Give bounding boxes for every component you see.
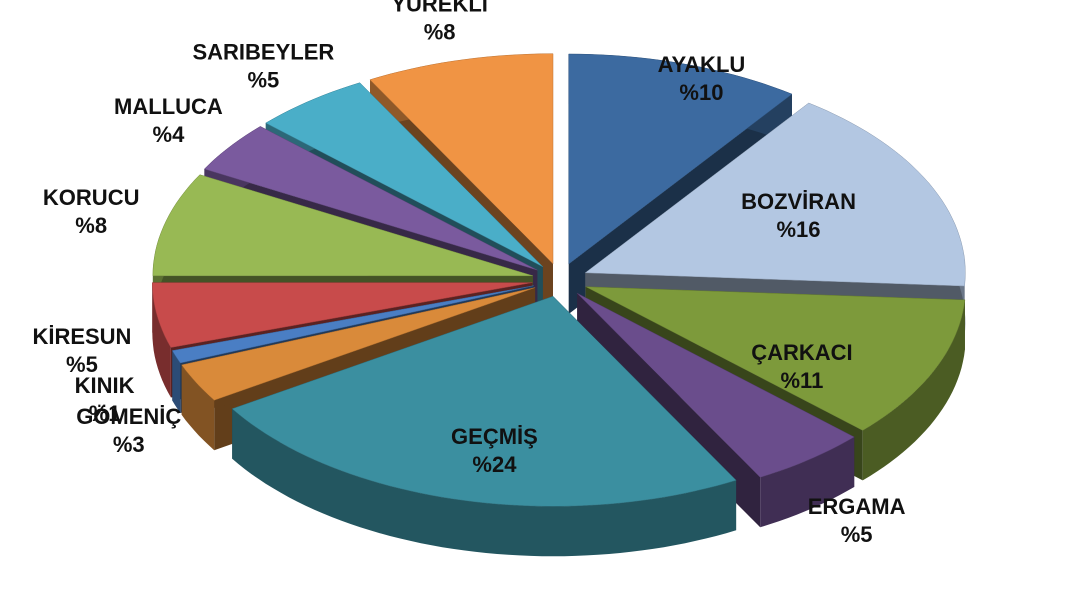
slice-top bbox=[152, 174, 533, 277]
slice-value-label: %10 bbox=[679, 80, 723, 105]
slice-label: SARIBEYLER bbox=[192, 39, 334, 64]
slice-value-label: %24 bbox=[472, 452, 517, 477]
slice-top bbox=[152, 282, 533, 348]
slice-top bbox=[585, 286, 966, 431]
slice-label: BOZVİRAN bbox=[741, 189, 856, 214]
slice-value-label: %8 bbox=[424, 19, 456, 44]
slice-top bbox=[568, 53, 793, 265]
slice-side bbox=[181, 287, 536, 415]
slice-top bbox=[584, 102, 966, 287]
slice-label: YÜREKLİ bbox=[391, 0, 488, 16]
slice bbox=[231, 296, 737, 557]
slice-value-label: %3 bbox=[113, 432, 145, 457]
slice-label: MALLUCA bbox=[114, 94, 223, 119]
slice-wall bbox=[232, 408, 737, 557]
slice-label: ÇARKACI bbox=[751, 340, 852, 365]
slice-label: KORUCU bbox=[43, 185, 140, 210]
slice-value-label: %11 bbox=[781, 368, 824, 393]
slice-top bbox=[231, 296, 737, 507]
slice-value-label: %5 bbox=[66, 352, 98, 377]
slice-wall bbox=[172, 350, 181, 413]
slice-label: AYAKLU bbox=[658, 52, 746, 77]
slice-label: KİRESUN bbox=[32, 324, 131, 349]
slice-label: ERGAMA bbox=[808, 494, 906, 519]
slice-value-label: %1 bbox=[89, 401, 121, 426]
slice-label: GÖMENİÇ bbox=[76, 404, 181, 429]
slice-wall bbox=[760, 437, 855, 528]
slice-top bbox=[171, 285, 534, 364]
slice-top bbox=[203, 126, 538, 271]
slice-top bbox=[181, 287, 536, 401]
slice-label: GEÇMİŞ bbox=[451, 424, 538, 449]
slice-value-label: %16 bbox=[776, 217, 820, 242]
slice-label: KINIK bbox=[75, 373, 135, 398]
slice-top bbox=[369, 53, 554, 265]
slice-wall bbox=[152, 282, 171, 398]
slice-value-label: %8 bbox=[75, 213, 107, 238]
slice-wall bbox=[862, 299, 965, 481]
slice-value-label: %5 bbox=[841, 522, 873, 547]
slice-wall bbox=[181, 364, 215, 451]
slice-value-label: %4 bbox=[153, 122, 186, 147]
slice-top bbox=[577, 293, 855, 478]
slice-value-label: %5 bbox=[247, 67, 279, 92]
slice-top bbox=[265, 82, 543, 267]
